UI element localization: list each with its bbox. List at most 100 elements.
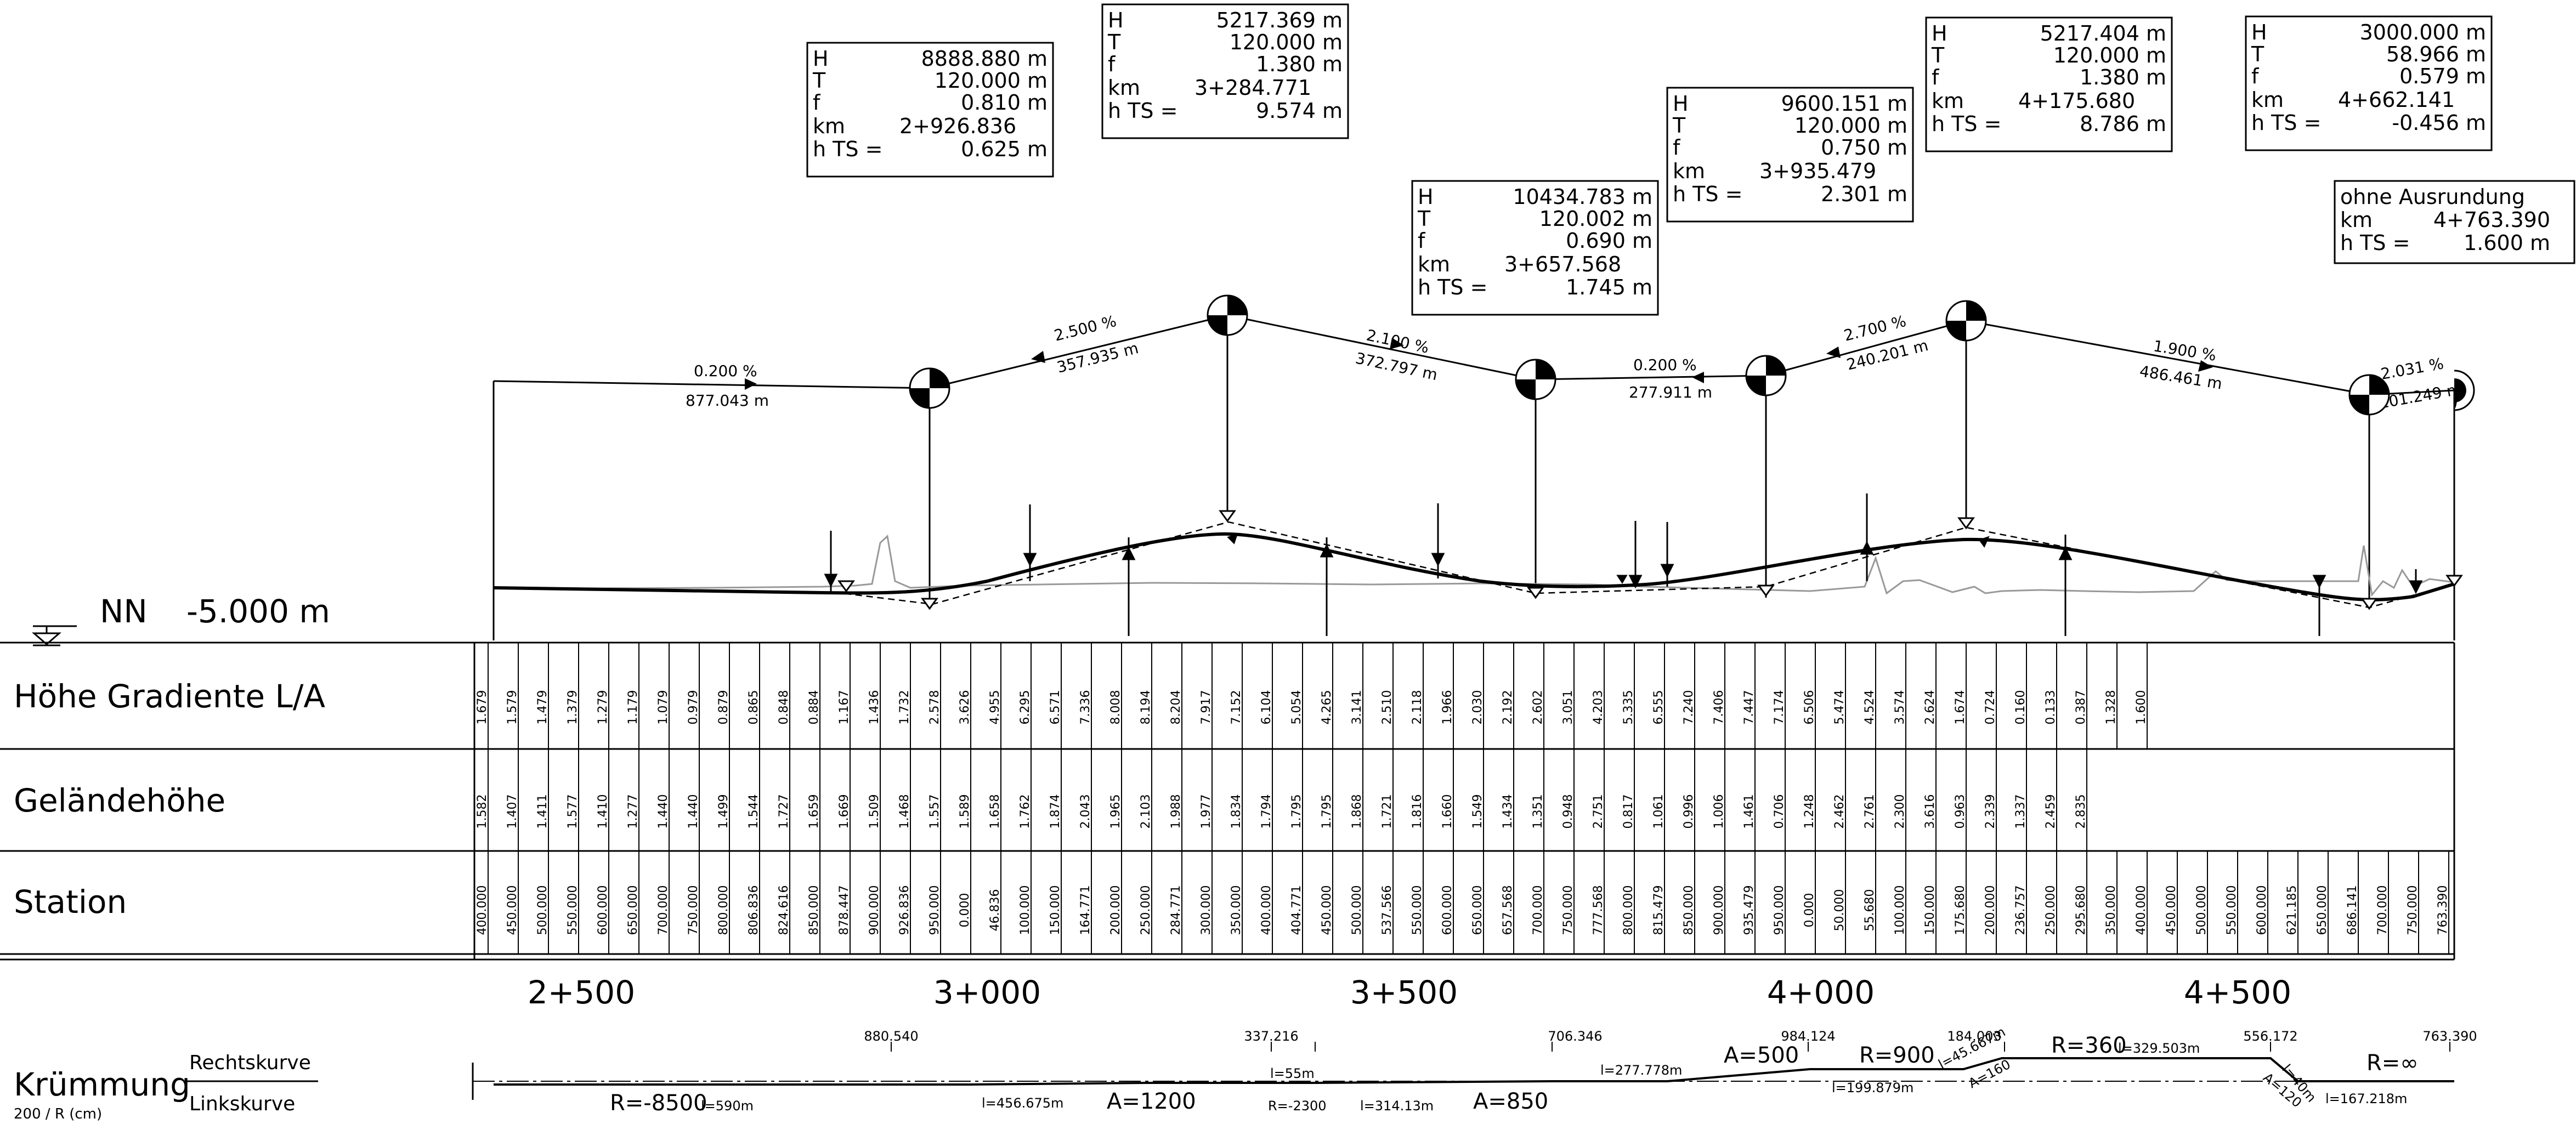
svg-text:km: km xyxy=(1673,159,1705,183)
gradient-height-value: 6.506 xyxy=(1803,690,1816,725)
svg-text:H: H xyxy=(2251,20,2267,44)
svg-text:l=590m: l=590m xyxy=(701,1098,754,1114)
svg-text:2.500 %: 2.500 % xyxy=(1052,312,1118,345)
terrain-height-value: 1.727 xyxy=(777,794,791,829)
svg-text:0.200 %: 0.200 % xyxy=(1633,356,1697,374)
terrain-height-value: 1.411 xyxy=(536,794,550,829)
svg-text:H: H xyxy=(1932,21,1947,46)
svg-text:ohne Ausrundung: ohne Ausrundung xyxy=(2340,185,2525,209)
station-value: 600.000 xyxy=(2255,885,2269,935)
svg-text:H: H xyxy=(1108,8,1124,32)
gradient-height-value: 0.865 xyxy=(747,690,761,725)
station-value: 750.000 xyxy=(687,885,700,935)
pvi-symbol xyxy=(1515,359,1556,400)
svg-text:4+000: 4+000 xyxy=(1767,974,1875,1011)
gradient-height-value: 2.624 xyxy=(1923,690,1937,725)
station-value: 537.566 xyxy=(1380,885,1394,935)
band-columns: 1.679 1.582 400.000 1.579 1.407 450.000 1.479 1… xyxy=(475,643,2450,954)
station-value: 824.616 xyxy=(777,885,791,935)
tangent-polygon xyxy=(492,314,2455,640)
grade-label: 2.500 % 357.935 m xyxy=(1052,312,1140,377)
svg-text:km: km xyxy=(1418,252,1450,276)
pvi-symbol xyxy=(909,367,950,409)
station-value: 400.000 xyxy=(2135,885,2148,935)
station-value: 700.000 xyxy=(1531,885,1545,935)
station-value: 236.757 xyxy=(2014,885,2028,935)
gradient-height-value: 0.724 xyxy=(1984,690,1997,725)
svg-text:l=167.218m: l=167.218m xyxy=(2325,1091,2407,1106)
svg-text:0.750 m: 0.750 m xyxy=(1821,135,1907,160)
curve-info-box: H T f km h TS = 8888.880 m 120.000 m 0.8… xyxy=(806,42,1054,178)
svg-text:T: T xyxy=(1417,207,1431,231)
grade-label: 0.200 % 877.043 m xyxy=(686,362,769,410)
terrain-height-value: 1.669 xyxy=(837,794,851,829)
svg-text:877.043 m: 877.043 m xyxy=(686,391,769,410)
svg-text:f: f xyxy=(813,90,821,115)
gradient-height-value: 4.955 xyxy=(988,690,1002,725)
station-value: 284.771 xyxy=(1169,885,1183,935)
svg-text:Krümmung: Krümmung xyxy=(14,1066,190,1103)
gradient-height-value: 0.879 xyxy=(717,690,731,725)
svg-text:h TS =: h TS = xyxy=(1932,112,2001,136)
datum: NN -5.000 m xyxy=(31,593,330,646)
station-value: 0.000 xyxy=(958,893,972,928)
gradient-height-value: 5.474 xyxy=(1833,690,1847,725)
gradient-height-value: 2.602 xyxy=(1531,690,1545,725)
terrain-height-value: 1.660 xyxy=(1441,794,1454,829)
gradient-height-value: 1.679 xyxy=(475,690,489,725)
gradient-height-value: 4.265 xyxy=(1320,690,1334,725)
svg-text:km: km xyxy=(1932,89,1964,113)
gradient-height-value: 4.203 xyxy=(1592,690,1605,725)
svg-text:0.200 %: 0.200 % xyxy=(694,362,757,380)
svg-text:Linkskurve: Linkskurve xyxy=(189,1093,295,1115)
svg-text:0.579 m: 0.579 m xyxy=(2399,64,2486,88)
station-value: 250.000 xyxy=(1139,885,1153,935)
terrain-height-value: 1.544 xyxy=(747,794,761,829)
gradient-height-value: 5.054 xyxy=(1290,690,1304,725)
station-value: 55.680 xyxy=(1863,889,1877,932)
terrain-height-value: 1.834 xyxy=(1230,794,1243,829)
curve-info-box: H T f km h TS = 5217.369 m 120.000 m 1.3… xyxy=(1101,3,1349,139)
svg-text:3+000: 3+000 xyxy=(933,974,1041,1011)
gradient-height-value: 1.674 xyxy=(1954,690,1967,725)
svg-text:337.216: 337.216 xyxy=(1244,1029,1298,1044)
terrain-height-value: 1.407 xyxy=(506,794,519,829)
terrain-height-value: 1.589 xyxy=(958,794,972,829)
station-value: 657.568 xyxy=(1501,885,1515,935)
curve-info-box: H T f km h TS = 9600.151 m 120.000 m 0.7… xyxy=(1666,87,1914,223)
pvi-symbol xyxy=(2348,374,2390,416)
svg-text:T: T xyxy=(812,69,826,93)
terrain-height-value: 2.459 xyxy=(2044,794,2058,829)
svg-text:2+926.836: 2+926.836 xyxy=(899,114,1016,138)
station-value: 450.000 xyxy=(2165,885,2178,935)
svg-text:Rechtskurve: Rechtskurve xyxy=(189,1052,311,1074)
svg-text:f: f xyxy=(1673,135,1681,160)
svg-text:184.003: 184.003 xyxy=(1947,1029,2001,1044)
terrain-height-value: 1.582 xyxy=(475,794,489,829)
station-value: 900.000 xyxy=(868,885,881,935)
grade-label: 2.031 % 101.249 m xyxy=(2377,354,2462,412)
svg-text:3000.000 m: 3000.000 m xyxy=(2360,20,2486,44)
station-value: 200.000 xyxy=(1984,885,1997,935)
terrain-height-value: 0.948 xyxy=(1561,794,1575,829)
terrain-height-value: 1.874 xyxy=(1049,794,1062,829)
station-value: 450.000 xyxy=(506,885,519,935)
svg-text:H: H xyxy=(1673,92,1689,116)
station-value: 450.000 xyxy=(1320,885,1334,935)
svg-text:3+500: 3+500 xyxy=(1350,974,1458,1011)
terrain-height-value: 0.996 xyxy=(1682,794,1696,829)
station-value: 950.000 xyxy=(928,885,942,935)
gradient-height-value: 2.118 xyxy=(1411,690,1424,725)
km-labels: 2+500 3+000 3+500 4+000 4+500 xyxy=(528,974,2291,1011)
svg-text:5217.369 m: 5217.369 m xyxy=(1216,8,1343,32)
svg-text:763.390: 763.390 xyxy=(2422,1029,2477,1044)
terrain-height-value: 1.816 xyxy=(1411,794,1424,829)
curve-info-box: H T f km h TS = 3000.000 m 58.966 m 0.57… xyxy=(2245,15,2493,151)
terrain-height-value: 1.440 xyxy=(687,794,700,829)
terrain-height-value: 2.043 xyxy=(1079,794,1092,829)
svg-text:120.000 m: 120.000 m xyxy=(2053,43,2166,67)
svg-text:0.810 m: 0.810 m xyxy=(961,90,1048,115)
terrain-height-value: 2.300 xyxy=(1893,794,1907,829)
gradient-line xyxy=(493,532,2455,601)
